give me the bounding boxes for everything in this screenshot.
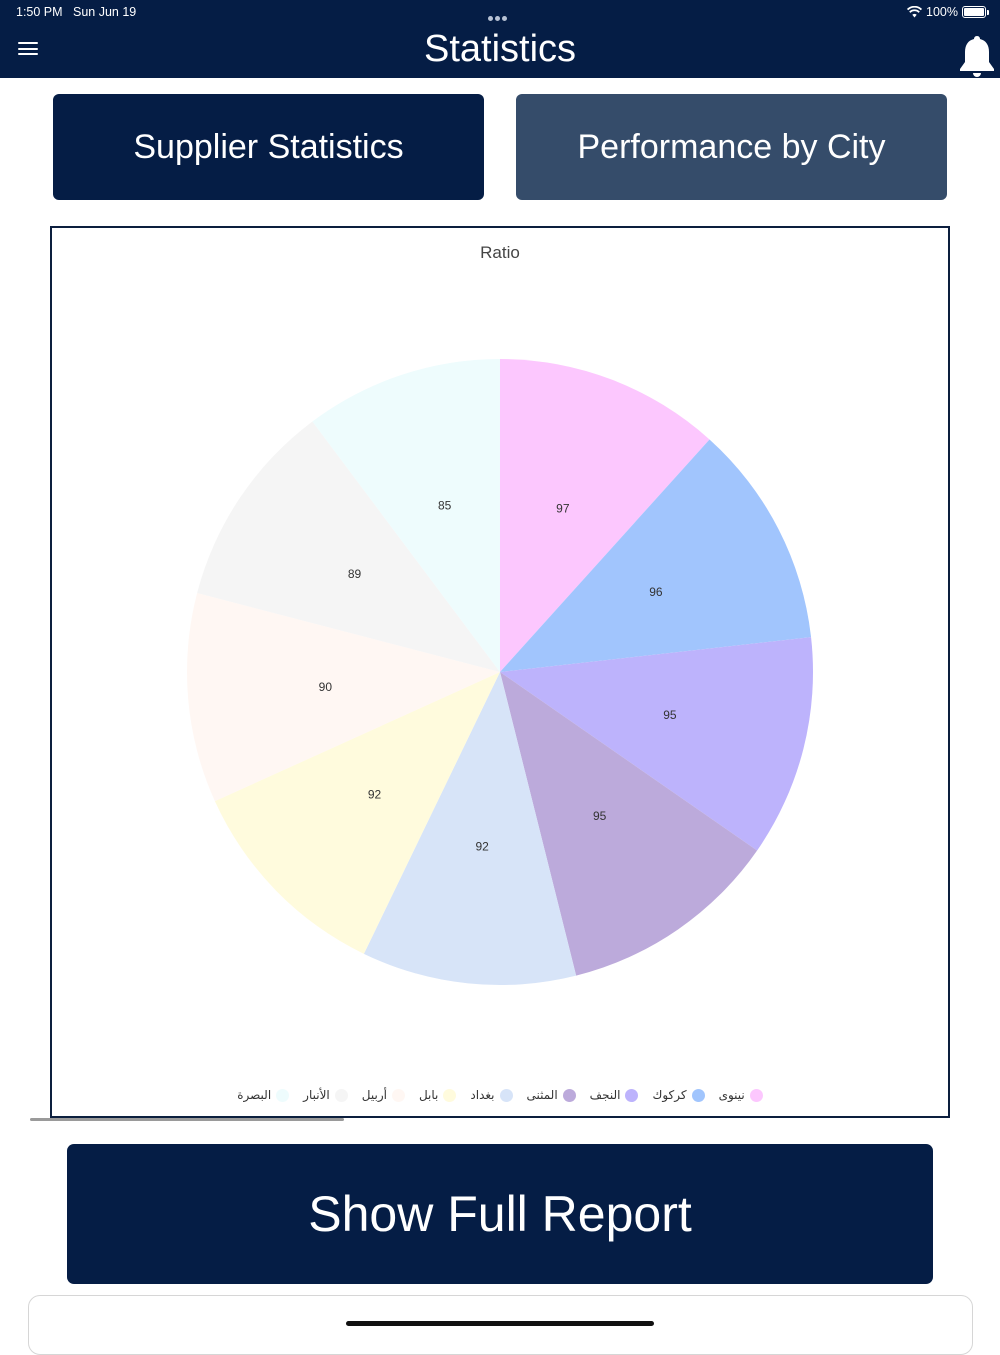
pie-slice-0 <box>500 359 710 672</box>
legend-label: الأنبار <box>303 1088 330 1102</box>
pie-slice-1 <box>500 439 812 672</box>
home-indicator <box>346 1321 654 1326</box>
legend-label: نينوى <box>718 1088 745 1102</box>
legend-pie-icon <box>391 1088 405 1102</box>
pie-chart: 97 96 95 95 92 92 90 89 85 <box>186 359 813 985</box>
status-indicators: 100% <box>907 4 989 20</box>
pie-slice-4 <box>363 672 577 985</box>
tab-supplier-statistics[interactable]: Supplier Statistics <box>53 94 484 200</box>
legend-item-7[interactable]: الأنبار <box>303 1088 348 1102</box>
chart-card: Ratio 97 96 95 95 92 92 90 89 85 نينوى كركوك النجف… <box>50 226 950 1118</box>
legend-label: أربيل <box>361 1088 387 1102</box>
legend-pie-icon <box>562 1088 576 1102</box>
battery-percent: 100% <box>926 5 958 19</box>
legend-item-2[interactable]: النجف <box>590 1088 639 1102</box>
page-title: Statistics <box>423 28 577 70</box>
pie-slice-2 <box>500 637 813 851</box>
legend-item-4[interactable]: بغداد <box>470 1088 513 1102</box>
hamburger-menu-icon[interactable] <box>18 42 38 58</box>
pie-value-label-0: 97 <box>556 501 570 515</box>
legend-label: المثنى <box>526 1088 558 1102</box>
legend-pie-icon <box>499 1088 513 1102</box>
pie-value-label-7: 89 <box>348 567 362 581</box>
legend-item-0[interactable]: نينوى <box>719 1088 763 1102</box>
status-time: 1:50 PM Sun Jun 19 <box>16 5 136 19</box>
chart-legend: نينوى كركوك النجف المثنى بغداد بابل أربيل الأنب… <box>52 1088 948 1102</box>
legend-pie-icon <box>749 1088 763 1102</box>
legend-pie-icon <box>334 1088 348 1102</box>
pie-slice-3 <box>500 672 758 976</box>
battery-icon <box>962 6 989 18</box>
legend-item-5[interactable]: بابل <box>418 1088 457 1102</box>
horizontal-scroll-indicator <box>30 1118 344 1121</box>
pie-slice-8 <box>312 359 500 672</box>
legend-label: البصرة <box>237 1088 272 1102</box>
legend-label: بابل <box>418 1088 439 1102</box>
chart-title: Ratio <box>480 243 520 262</box>
pie-value-label-5: 92 <box>368 787 382 801</box>
pie-slice-5 <box>214 672 500 954</box>
legend-pie-icon <box>625 1088 639 1102</box>
pie-value-label-3: 95 <box>593 809 607 823</box>
status-date-label: Sun Jun 19 <box>72 5 137 19</box>
legend-pie-icon <box>276 1088 290 1102</box>
legend-pie-icon <box>443 1088 457 1102</box>
pie-slice-6 <box>186 592 500 802</box>
legend-label: النجف <box>589 1088 621 1102</box>
status-time-label: 1:50 PM <box>16 5 63 19</box>
wifi-icon <box>907 6 923 18</box>
pie-value-label-8: 85 <box>438 499 452 513</box>
bell-icon[interactable] <box>958 34 996 78</box>
pie-value-label-1: 96 <box>649 585 663 599</box>
legend-item-3[interactable]: المثنى <box>527 1088 576 1102</box>
app-header: 1:50 PM Sun Jun 19 100% Statistics <box>0 0 1000 78</box>
pie-value-label-4: 92 <box>475 839 489 853</box>
show-full-report-button[interactable]: Show Full Report <box>67 1144 933 1284</box>
legend-item-6[interactable]: أربيل <box>362 1088 405 1102</box>
legend-label: بغداد <box>470 1088 495 1102</box>
multitasking-dots-icon[interactable] <box>488 6 512 21</box>
pie-value-label-2: 95 <box>663 708 677 722</box>
tab-performance-by-city[interactable]: Performance by City <box>516 94 947 200</box>
pie-value-label-6: 90 <box>319 680 333 694</box>
legend-pie-icon <box>691 1088 705 1102</box>
legend-item-8[interactable]: البصرة <box>237 1088 290 1102</box>
legend-item-1[interactable]: كركوك <box>652 1088 705 1102</box>
pie-slice-7 <box>197 421 501 672</box>
legend-label: كركوك <box>652 1088 687 1102</box>
